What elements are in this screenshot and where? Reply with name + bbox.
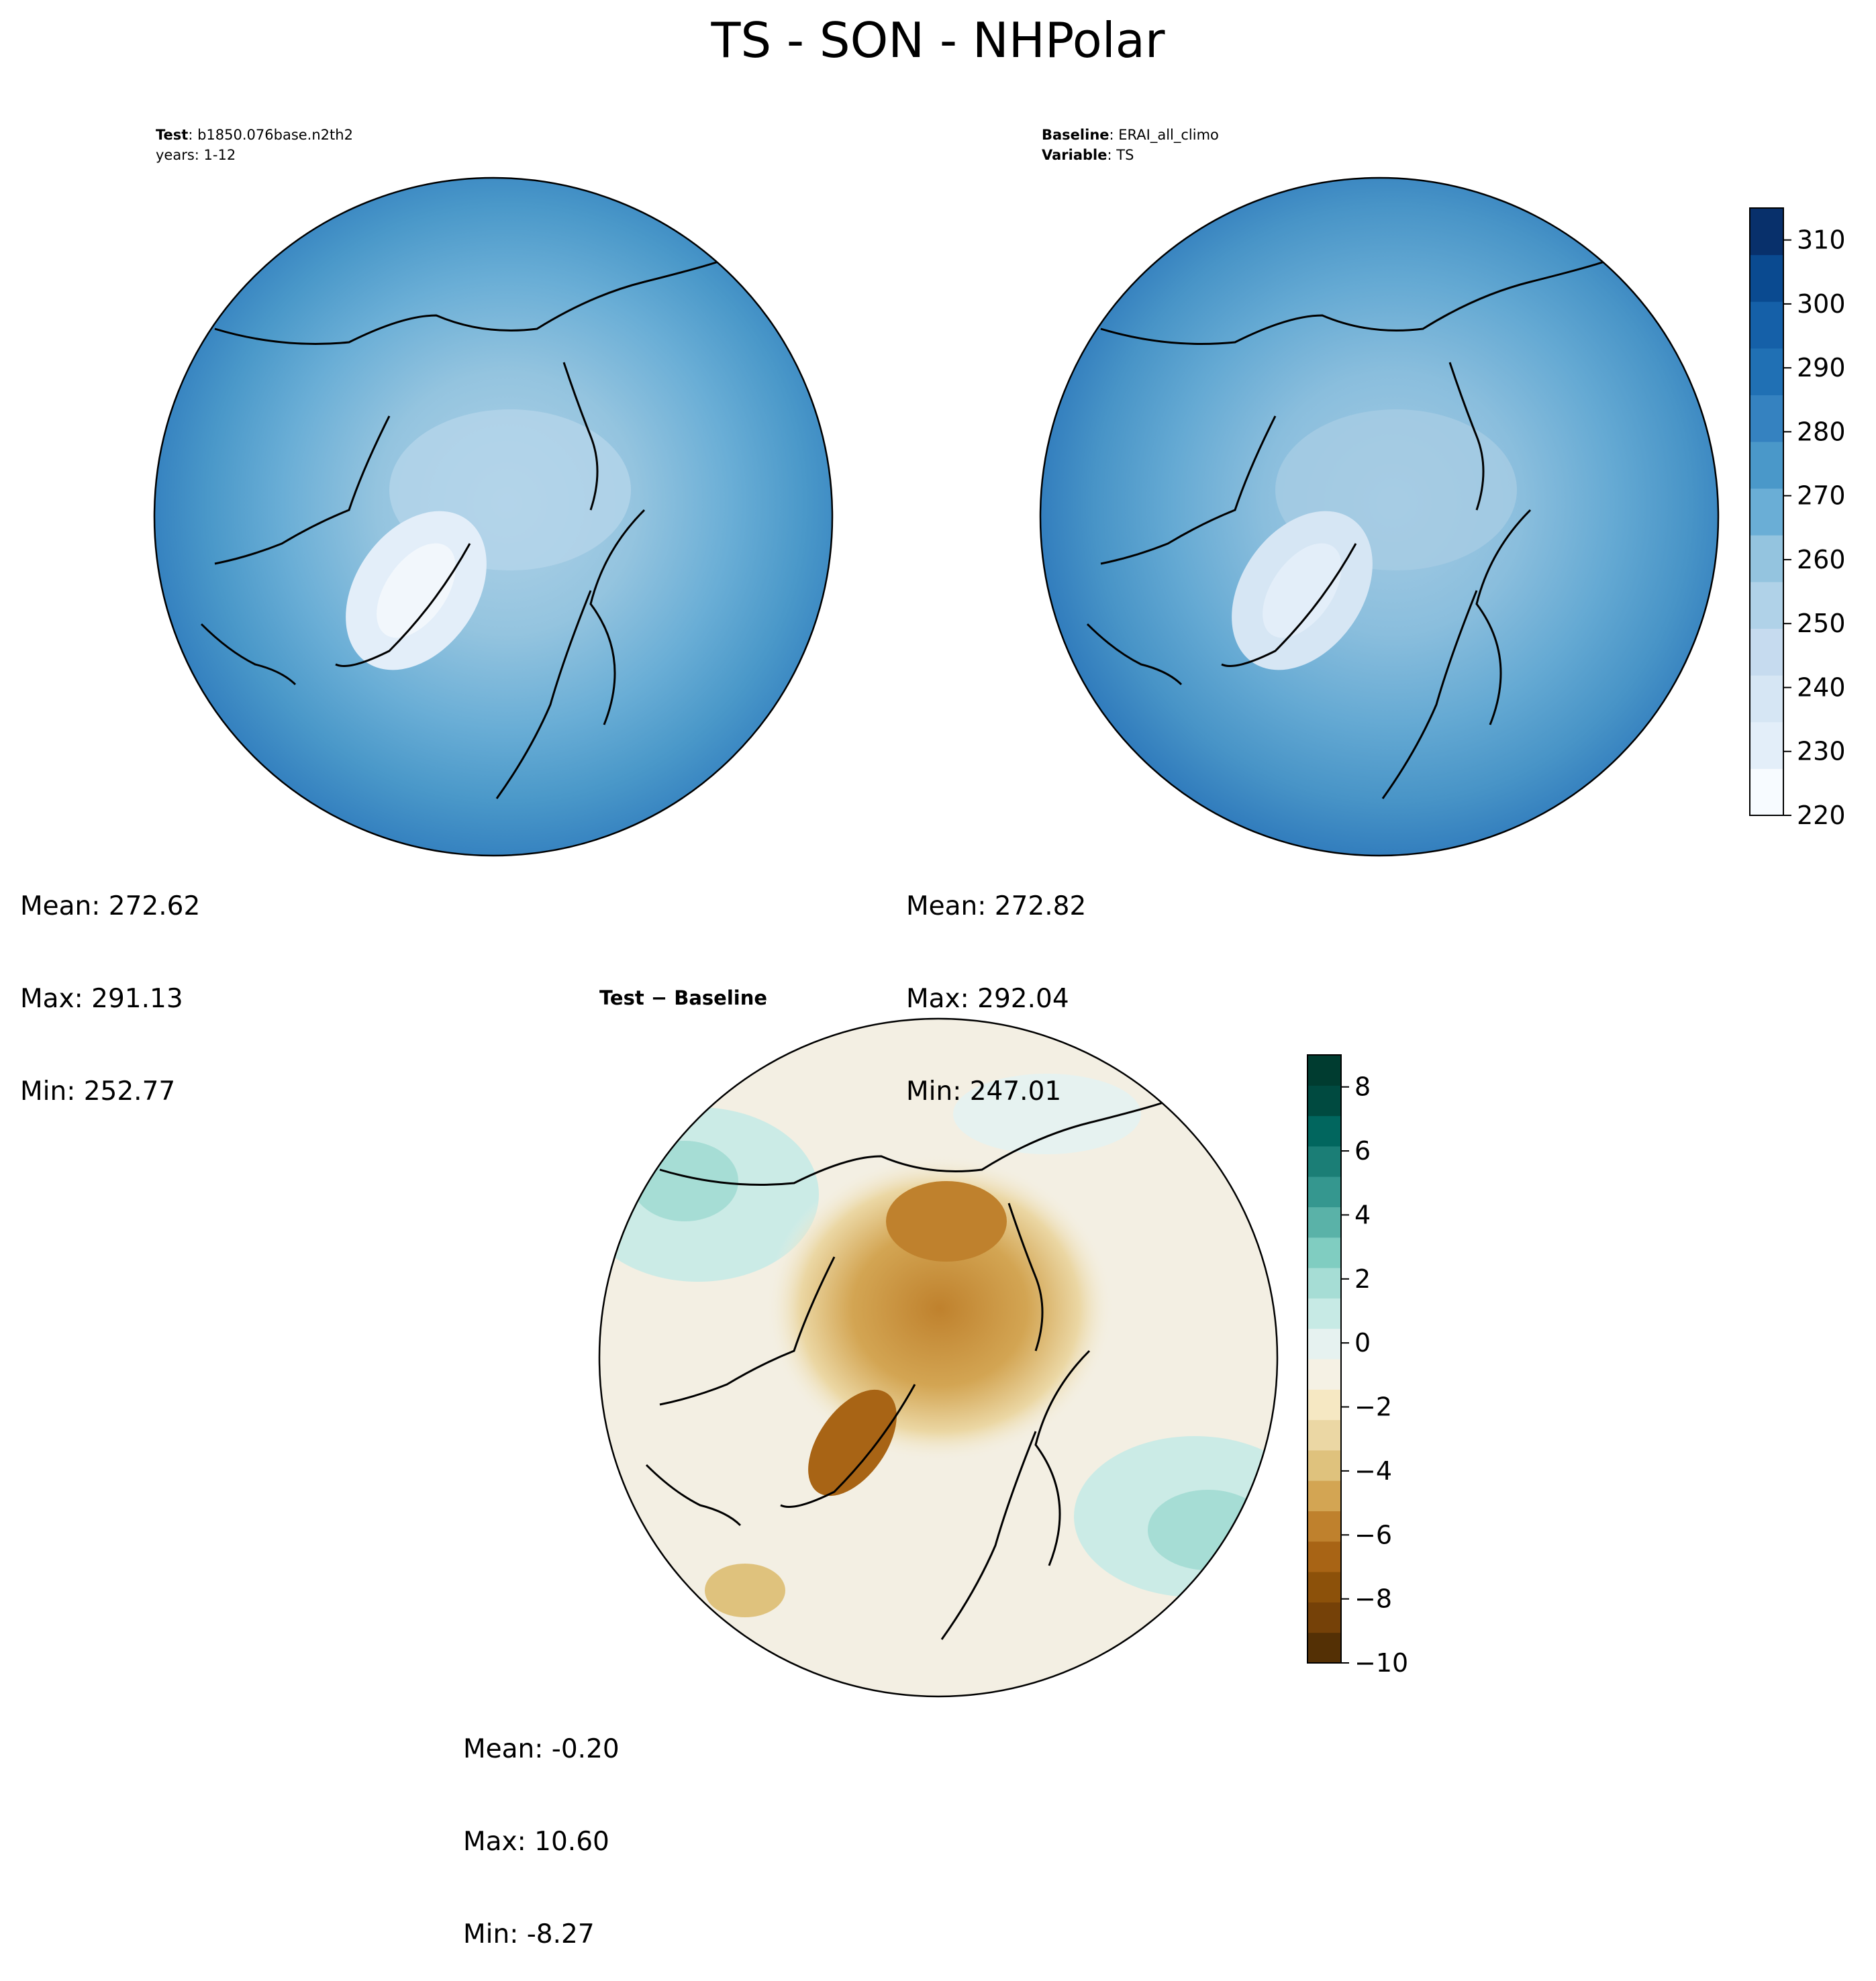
- diff-colorbar-swatch: [1307, 1419, 1341, 1451]
- diff-colorbar: −10 −8 −6 −4 −2 0 2 4 6 8: [1307, 1054, 1408, 1678]
- test-max: Max: 291.13: [20, 984, 183, 1014]
- diff-colorbar-swatch: [1307, 1328, 1341, 1360]
- main-colorbar-swatch: [1750, 675, 1783, 723]
- main-colorbar-swatch: [1750, 395, 1783, 442]
- main-colorbar-swatch: [1750, 721, 1783, 769]
- test-header: Test: b1850.076base.n2th2 years: 1-12: [156, 125, 353, 165]
- diff-colorbar-swatch: [1307, 1572, 1341, 1603]
- main-colorbar-swatch: [1750, 208, 1783, 256]
- diff-colorbar-swatch: [1307, 1450, 1341, 1481]
- diff-colorbar-tick-label: 4: [1354, 1200, 1371, 1229]
- main-colorbar: 220 230 240 250 260 270 280 290 300 310: [1749, 207, 1846, 830]
- diff-colorbar-swatch: [1307, 1389, 1341, 1421]
- diff-colorbar-swatch: [1307, 1298, 1341, 1329]
- diff-colorbar-tick-label: −10: [1354, 1648, 1408, 1678]
- test-map: [154, 178, 832, 856]
- baseline-map: [1040, 178, 1718, 856]
- baseline-map-border: [1039, 176, 1720, 857]
- diff-title: Test − Baseline: [599, 986, 768, 1009]
- diff-colorbar-swatch: [1307, 1146, 1341, 1177]
- diff-colorbar-swatch: [1307, 1055, 1341, 1086]
- baseline-variable-value: TS: [1116, 147, 1134, 163]
- main-colorbar-swatch: [1750, 535, 1783, 582]
- main-colorbar-tick-label: 230: [1797, 737, 1846, 766]
- baseline-coastlines: [1086, 260, 1605, 799]
- diff-colorbar-swatch: [1307, 1480, 1341, 1511]
- test-mean: Mean: 272.62: [20, 891, 201, 921]
- diff-colorbar-tick-label: 6: [1354, 1136, 1371, 1166]
- main-colorbar-tick-label: 260: [1797, 545, 1846, 574]
- baseline-stats: Mean: 272.82 Max: 292.04 Min: 247.01: [906, 829, 1086, 1138]
- main-colorbar-swatch: [1750, 581, 1783, 629]
- test-label-key: Test: [156, 127, 189, 143]
- main-colorbar-tick-label: 220: [1797, 801, 1846, 830]
- main-colorbar-tick-label: 290: [1797, 353, 1846, 383]
- diff-colorbar-swatch: [1307, 1115, 1341, 1147]
- test-min: Min: 252.77: [20, 1076, 176, 1107]
- baseline-label-value: ERAI_all_climo: [1118, 127, 1219, 143]
- diff-colorbar-tick-label: −8: [1354, 1584, 1392, 1614]
- diff-colorbar-swatch: [1307, 1541, 1341, 1572]
- main-colorbar-tick-label: 270: [1797, 481, 1846, 511]
- main-colorbar-tick-label: 250: [1797, 609, 1846, 638]
- main-colorbar-frame: [1749, 207, 1784, 816]
- diff-coastlines: [645, 1101, 1164, 1640]
- diff-colorbar-swatch: [1307, 1602, 1341, 1633]
- figure-title: TS - SON - NHPolar: [711, 12, 1165, 68]
- main-colorbar-swatch: [1750, 488, 1783, 536]
- diff-colorbar-swatch: [1307, 1511, 1341, 1542]
- diff-colorbar-swatch: [1307, 1268, 1341, 1299]
- diff-colorbar-swatch: [1307, 1632, 1341, 1664]
- baseline-max: Max: 292.04: [906, 984, 1069, 1014]
- main-colorbar-swatch: [1750, 254, 1783, 302]
- diff-min: Min: -8.27: [463, 1919, 595, 1949]
- diff-map: [599, 1019, 1277, 1696]
- diff-map-border: [598, 1017, 1279, 1698]
- main-colorbar-swatch: [1750, 301, 1783, 349]
- test-label-value: b1850.076base.n2th2: [197, 127, 353, 143]
- main-colorbar-swatch: [1750, 628, 1783, 676]
- main-colorbar-tick-label: 280: [1797, 417, 1846, 446]
- test-coastlines: [200, 260, 719, 799]
- test-map-border: [153, 176, 834, 857]
- diff-colorbar-swatch: [1307, 1176, 1341, 1207]
- test-years: years: 1-12: [156, 147, 236, 163]
- main-colorbar-tick-label: 240: [1797, 672, 1846, 702]
- test-stats: Mean: 272.62 Max: 291.13 Min: 252.77: [20, 829, 200, 1138]
- main-colorbar-tick-label: 300: [1797, 289, 1846, 319]
- main-colorbar-tick-label: 310: [1797, 225, 1846, 255]
- baseline-mean: Mean: 272.82: [906, 891, 1087, 921]
- diff-colorbar-tick-label: 0: [1354, 1328, 1371, 1358]
- diff-colorbar-swatch: [1307, 1359, 1341, 1390]
- diff-colorbar-tick-label: −6: [1354, 1520, 1392, 1550]
- diff-mean: Mean: -0.20: [463, 1734, 620, 1764]
- baseline-min: Min: 247.01: [906, 1076, 1062, 1107]
- diff-colorbar-swatch: [1307, 1237, 1341, 1268]
- main-colorbar-swatch: [1750, 768, 1783, 816]
- diff-colorbar-swatch: [1307, 1085, 1341, 1117]
- diff-colorbar-swatch: [1307, 1207, 1341, 1238]
- main-colorbar-swatch: [1750, 442, 1783, 489]
- diff-max: Max: 10.60: [463, 1827, 609, 1857]
- main-colorbar-swatch: [1750, 348, 1783, 395]
- diff-colorbar-frame: [1307, 1054, 1342, 1664]
- diff-colorbar-tick-label: −4: [1354, 1456, 1392, 1486]
- diff-stats: Mean: -0.20 Max: 10.60 Min: -8.27: [463, 1672, 620, 1981]
- diff-colorbar-tick-label: 2: [1354, 1264, 1371, 1294]
- baseline-label-key: Baseline: [1042, 127, 1109, 143]
- diff-colorbar-tick-label: −2: [1354, 1392, 1392, 1422]
- baseline-variable-key: Variable: [1042, 147, 1107, 163]
- diff-colorbar-tick-label: 8: [1354, 1072, 1371, 1102]
- baseline-header: Baseline: ERAI_all_climo Variable: TS: [1042, 127, 1219, 163]
